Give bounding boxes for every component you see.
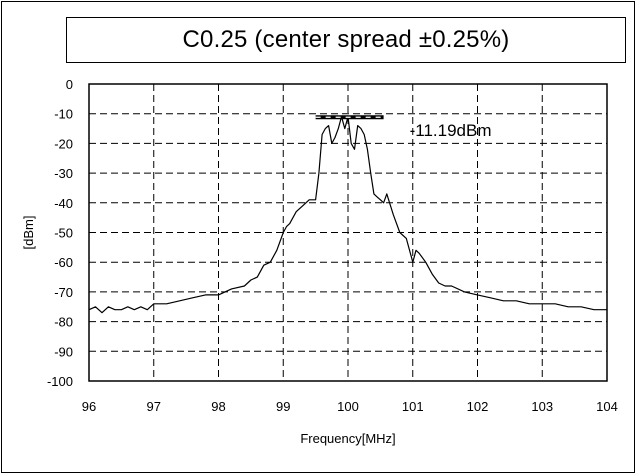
y-tick-label: -20	[54, 136, 73, 151]
y-tick-label: -100	[47, 374, 73, 389]
y-tick-label: -10	[54, 107, 73, 122]
chart-title: C0.25 (center spread ±0.25%)	[66, 17, 626, 63]
x-tick-label: 98	[211, 399, 225, 414]
y-tick-label: -40	[54, 196, 73, 211]
y-tick-label: -30	[54, 166, 73, 181]
x-tick-label: 102	[467, 399, 489, 414]
x-tick-label: 99	[276, 399, 290, 414]
y-tick-label: -70	[54, 285, 73, 300]
plot-area-border	[88, 83, 608, 382]
y-tick-labels: 0 -10 -20 -30 -40 -50 -60 -70 -80 -90 -100	[47, 77, 73, 389]
y-tick-label: -80	[54, 315, 73, 330]
y-tick-label: 0	[66, 77, 73, 92]
y-axis-title: [dBm]	[21, 216, 36, 250]
x-tick-label: 104	[596, 399, 618, 414]
grid	[89, 84, 607, 381]
x-tick-labels: 96 97 98 99 100 101 102 103 104	[82, 399, 618, 414]
x-tick-label: 100	[337, 399, 359, 414]
x-tick-label: 97	[147, 399, 161, 414]
x-tick-label: 101	[402, 399, 424, 414]
peak-annotation: -11.19dBm	[410, 121, 492, 140]
y-tick-label: -50	[54, 226, 73, 241]
y-tick-label: -90	[54, 344, 73, 359]
x-tick-label: 103	[531, 399, 553, 414]
x-tick-label: 96	[82, 399, 96, 414]
y-tick-label: -60	[54, 255, 73, 270]
x-axis-title: Frequency[MHz]	[300, 431, 395, 446]
